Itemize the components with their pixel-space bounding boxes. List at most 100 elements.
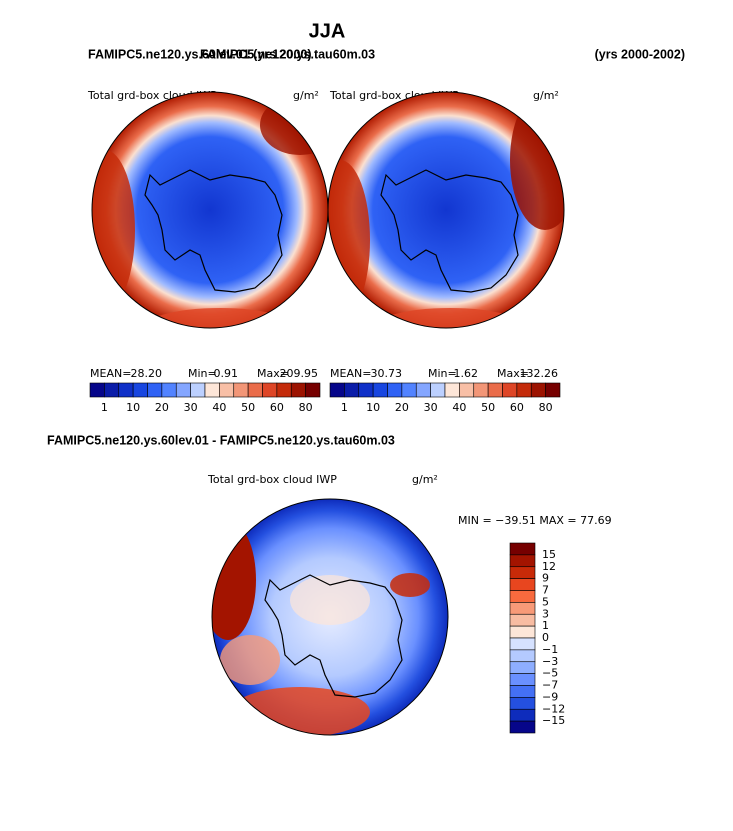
colorbar-box — [473, 382, 489, 398]
min-max: MIN = −39.51 MAX = 77.69 — [458, 514, 612, 527]
stat-label: MEAN= — [330, 367, 371, 380]
colorbar-label: 50 — [481, 401, 495, 414]
colorbar-label: 80 — [539, 401, 553, 414]
panel-units: g/m² — [293, 89, 319, 102]
stat-value: 0.91 — [214, 367, 239, 380]
colorbar-label: 0 — [542, 631, 549, 644]
stat-value: 28.20 — [131, 367, 163, 380]
colorbar-box — [509, 685, 536, 698]
colorbar-box — [387, 382, 403, 398]
colorbar-box — [305, 382, 321, 398]
panel-units: g/m² — [412, 473, 438, 486]
stat-label: Max= — [497, 367, 529, 380]
stat-label: Min= — [188, 367, 217, 380]
colorbar-box — [509, 637, 536, 651]
stat-label: Min= — [428, 367, 457, 380]
figure-title: JJA — [309, 20, 346, 42]
colorbar-label: 3 — [542, 607, 549, 620]
panel-title: Total grd-box cloud IWP — [207, 473, 337, 486]
colorbar-label: 7 — [542, 584, 549, 597]
colorbar-box — [509, 697, 536, 710]
colorbar-box — [530, 382, 546, 398]
colorbar-label: 30 — [184, 401, 198, 414]
colorbar-label: 1 — [341, 401, 348, 414]
colorbar-label: 5 — [542, 595, 549, 608]
colorbar-label: 1 — [542, 619, 549, 632]
map — [328, 92, 564, 328]
colorbar-box — [247, 382, 263, 398]
colorbar-box — [262, 382, 278, 398]
header-right: (yrs 2000-2002) — [595, 47, 685, 61]
colorbar-box — [344, 382, 360, 398]
colorbar-box — [329, 382, 345, 398]
colorbar-box — [509, 613, 536, 627]
stat-value: 1.62 — [454, 367, 479, 380]
colorbar-box — [509, 649, 536, 663]
colorbar-label: 1 — [101, 401, 108, 414]
colorbar-label: 15 — [542, 548, 556, 561]
colorbar-box — [509, 673, 536, 686]
colorbar: 1 10 20 30 40 50 60 80 — [329, 382, 561, 414]
colorbar-label: 60 — [270, 401, 284, 414]
colorbar-box — [509, 708, 536, 722]
colorbar-box — [276, 382, 292, 398]
stats: MEAN= 28.20 Min=0.91 Max=209.95 MEAN= 30.73 Mi… — [90, 367, 558, 380]
colorbar-box — [545, 382, 561, 398]
colorbar-box — [509, 578, 536, 591]
map-border — [211, 498, 449, 736]
colorbar-box — [487, 382, 503, 398]
colorbar-label: 20 — [155, 401, 169, 414]
stat-value: 30.73 — [371, 367, 403, 380]
diff-header: FAMIPC5.ne120.ys.60lev.01 - FAMIPC5.ne12… — [47, 433, 395, 447]
colorbar-box — [233, 382, 249, 398]
map — [92, 92, 328, 328]
colorbar-label: 40 — [212, 401, 226, 414]
colorbar-box — [219, 382, 235, 398]
colorbar-box — [509, 625, 536, 639]
header-left-overlap: FAMIPC5.ne120.ys.tau60m.03 — [200, 47, 375, 61]
colorbar-box — [118, 382, 134, 398]
colorbar-box — [516, 382, 532, 398]
colorbar-box — [509, 566, 536, 579]
colorbar-box — [502, 382, 518, 398]
colorbar-box — [509, 661, 536, 674]
colorbar-label: 40 — [452, 401, 466, 414]
colorbar-box — [204, 382, 220, 398]
colorbar-box — [132, 382, 148, 398]
colorbar-box — [190, 382, 206, 398]
colorbar-box — [89, 382, 105, 398]
colorbar-box — [104, 382, 120, 398]
colorbar-label: 50 — [241, 401, 255, 414]
colorbar-box — [509, 590, 536, 603]
stat-value: 209.95 — [280, 367, 319, 380]
colorbar-box — [358, 382, 374, 398]
colorbar-label: 60 — [510, 401, 524, 414]
map — [212, 499, 448, 735]
colorbar-label: −9 — [542, 690, 558, 703]
colorbar-box — [444, 382, 460, 398]
colorbar-box — [509, 542, 536, 556]
colorbar-label: −7 — [542, 679, 558, 692]
colorbar-label: 20 — [395, 401, 409, 414]
colorbar-box — [509, 554, 536, 568]
colorbar-box — [372, 382, 388, 398]
colorbar: 1 10 20 30 40 50 60 80 — [89, 382, 321, 414]
stat-label: Max= — [257, 367, 289, 380]
colorbar-label: −5 — [542, 667, 558, 680]
colorbar-label: −1 — [542, 643, 558, 656]
colorbar-box — [509, 602, 536, 615]
colorbar-label: −3 — [542, 655, 558, 668]
colorbar-box — [161, 382, 177, 398]
colorbar-box — [290, 382, 306, 398]
colorbar-label: 10 — [126, 401, 140, 414]
stat-value: 132.26 — [520, 367, 559, 380]
colorbar-box — [430, 382, 446, 398]
map-border — [327, 91, 565, 329]
header-left: FAMIPC5.ne120.ys.60lev.01 (yrs 2000) — [88, 47, 312, 61]
colorbar-box — [415, 382, 431, 398]
colorbar-label: 12 — [542, 560, 556, 573]
colorbar-label: −12 — [542, 702, 565, 715]
colorbar-label: 9 — [542, 572, 549, 585]
colorbar-box — [175, 382, 191, 398]
